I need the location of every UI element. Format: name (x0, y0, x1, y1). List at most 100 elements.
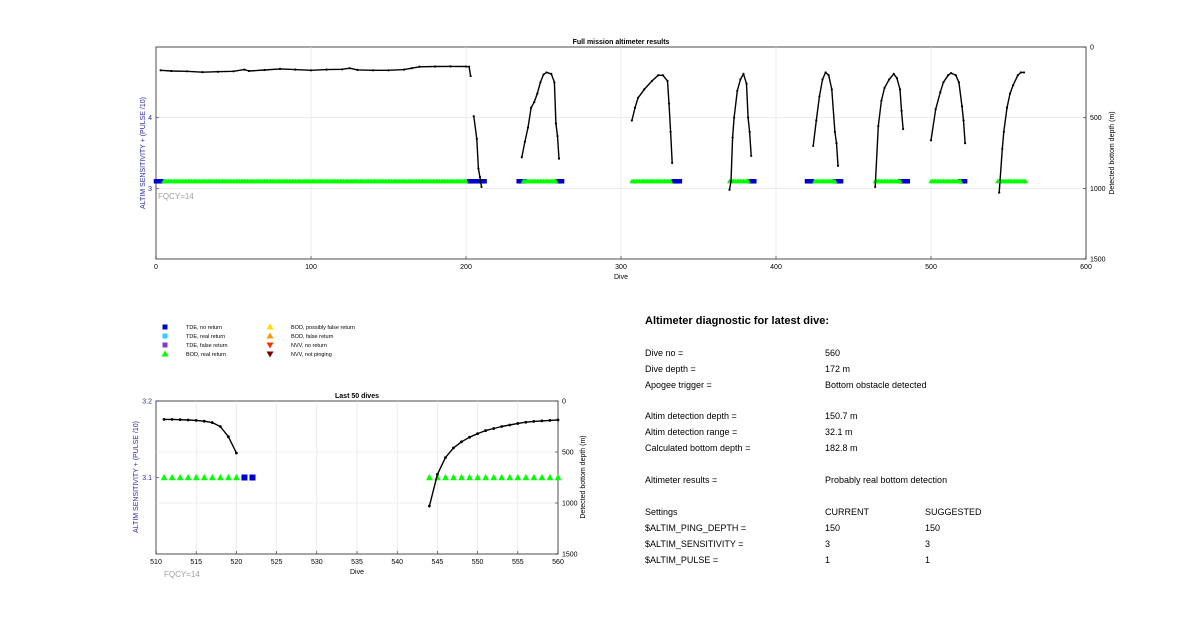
diag-label: Dive depth = (645, 364, 696, 374)
bod-real-return-marker (498, 473, 506, 481)
diag-row-pulse: $ALTIM_PULSE = 1 1 (645, 555, 1125, 569)
diag-extra: 150 (925, 523, 941, 533)
bod-real-return-marker (553, 178, 559, 184)
last-50-x-tick-label: 510 (150, 559, 162, 566)
full-mission-depth-point (1022, 71, 1026, 74)
bod-real-return-marker (957, 178, 963, 184)
diag-value: Probably real bottom detection (825, 475, 948, 485)
full-mission-depth-point (733, 116, 736, 119)
full-mission-title: Full mission altimeter results (573, 39, 670, 46)
diag-label: Calculated bottom depth = (645, 443, 751, 453)
bod-real-return-marker (832, 178, 838, 184)
full-mission-depth-line (521, 71, 560, 159)
full-mission-depth-point (812, 144, 815, 148)
diag-value: 150.7 m (825, 411, 858, 421)
last-50-depth-point (516, 422, 520, 425)
bod-real-return-marker (458, 473, 465, 481)
full-mission-depth-point (1019, 71, 1023, 74)
diag-label: Settings (645, 507, 678, 517)
legend-label: TDE, no return (186, 325, 222, 331)
last-50-depth-point (444, 456, 447, 460)
full-mission-depth-point (883, 86, 886, 90)
bod-real-return-marker (450, 473, 457, 481)
diag-row-altim-detection-depth: Altim detection depth = 150.7 m (645, 411, 1125, 425)
full-mission-depth-point (657, 74, 660, 77)
tde-no-return-marker (677, 179, 683, 184)
full-mission-depth-point (371, 69, 375, 72)
full-mission-left-ticks: 34 (148, 115, 159, 193)
full-mission-fqcy-annotation: FQCY=14 (158, 192, 194, 201)
legend: TDE, no return TDE, real return TDE, false… (161, 323, 355, 358)
full-mission-depth-point (950, 72, 953, 75)
full-mission-depth-point (667, 102, 671, 105)
diag-value: 3 (825, 539, 831, 549)
full-mission-depth-point (526, 126, 530, 129)
last-50-depth-point (436, 473, 439, 476)
full-mission-depth-point (892, 72, 895, 75)
full-mission-depth-point (739, 78, 742, 81)
last-50-x-label: Dive (350, 569, 364, 576)
legend-item-bod-false-return: BOD, false return (266, 332, 334, 340)
bod-real-return-marker (1023, 178, 1029, 184)
full-mission-depth-point (747, 116, 750, 119)
full-mission-depth-point (468, 65, 471, 68)
full-mission-depth-point (539, 81, 542, 84)
full-mission-x-tick-label: 100 (305, 264, 317, 271)
last-50-right-tick-label: 1500 (562, 552, 578, 559)
full-mission-depth-point (824, 71, 827, 74)
diag-extra: SUGGESTED (925, 507, 982, 517)
legend-item-tde-false-return: TDE, false return (162, 342, 228, 349)
diag-value: 150 (825, 523, 841, 533)
full-mission-depth-point (480, 185, 483, 189)
full-mission-depth-point (729, 180, 733, 183)
legend-label: NVV, no return (291, 343, 327, 349)
legend-triangle-up-icon (266, 332, 274, 339)
diag-row-dive-no: Dive no = 560 (645, 348, 1125, 362)
last-50-depth-point (476, 432, 479, 436)
diag-value: CURRENT (825, 507, 869, 517)
full-mission-depth-point (556, 134, 559, 138)
diag-extra: 1 (925, 555, 931, 565)
full-mission-right-ticks: 0 500 1000 1500 (1083, 45, 1106, 264)
bod-real-return-marker (442, 473, 449, 481)
full-mission-depth-point (170, 69, 173, 73)
full-mission-depth-point (402, 68, 406, 71)
full-mission-depth-point (998, 191, 1001, 194)
full-mission-depth-point (661, 74, 664, 77)
full-mission-depth-point (954, 74, 957, 77)
full-mission-depth-point (387, 69, 390, 72)
bod-real-return-marker (426, 473, 433, 481)
legend-item-bod-real-return: BOD, real return (161, 350, 226, 358)
last-50-depth-point (210, 421, 214, 425)
full-mission-depth-point (750, 154, 753, 157)
full-mission-right-tick-label: 500 (1090, 115, 1102, 122)
full-mission-depth-point (469, 74, 472, 78)
last-50-title: Last 50 dives (335, 393, 379, 400)
last-50-x-tick-label: 555 (512, 559, 524, 566)
full-mission-depth-point (550, 72, 553, 75)
last-50-right-y-label: Detected bottom depth (m) (580, 435, 587, 518)
full-mission-depth-point (742, 72, 745, 75)
diag-value: Bottom obstacle detected (825, 380, 927, 390)
full-mission-depth-point (833, 130, 837, 133)
last-50-depth-point (202, 419, 206, 423)
bod-real-return-marker (897, 178, 903, 184)
last-50-depth-line (164, 418, 238, 454)
full-mission-depth-point (340, 68, 344, 71)
full-mission-depth-line (874, 73, 904, 187)
legend-label: NVV, not pinging (291, 352, 332, 358)
full-mission-x-tick-label: 500 (925, 264, 937, 271)
last-50-depth-point (170, 417, 174, 421)
full-mission-depth-point (1012, 84, 1015, 87)
full-mission-depth-point (530, 106, 533, 109)
tde-no-return-marker (159, 179, 165, 184)
last-50-depth-point (162, 417, 166, 421)
last-50-x-tick-label: 525 (271, 559, 283, 566)
diag-value: 560 (825, 348, 841, 358)
full-mission-depth-point (748, 130, 751, 133)
full-mission-depth-point (874, 185, 877, 189)
bod-real-return-marker (184, 473, 192, 481)
full-mission-right-tick-label: 1500 (1090, 257, 1106, 264)
full-mission-depth-point (433, 65, 437, 68)
full-mission-depth-point (243, 68, 246, 71)
